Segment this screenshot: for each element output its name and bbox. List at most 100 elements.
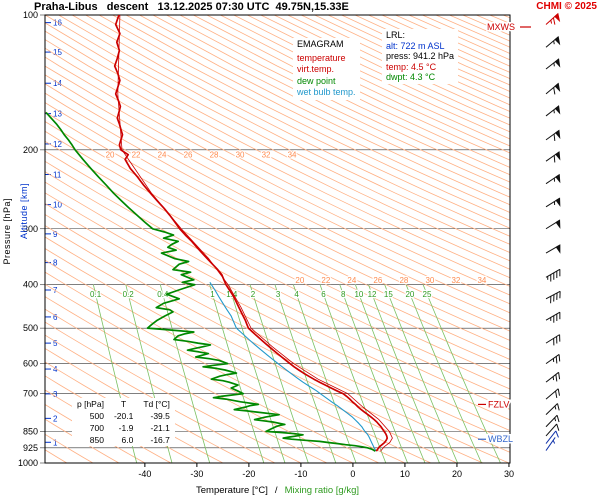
wind-barb [545,334,561,346]
mixing-ratio-label: 0.4 [157,290,169,299]
wind-barb [545,219,561,230]
wind-barb [545,244,561,254]
adiabat-label: 22 [132,151,141,160]
mixing-ratio-label: 2 [251,290,256,299]
temperature-tick-label: 0 [350,469,355,479]
pressure-tick-label: 850 [23,426,38,436]
dry-adiabat-labels: 20 22 24 26 28 30 32 34 20 22 24 26 28 30 32 34 [104,149,488,286]
legend-title: EMAGRAM [297,39,344,49]
pressure-axis-label: Pressure [hPa] [2,198,12,265]
pressure-tick-label: 700 [23,389,38,399]
altitude-tick-label: 11 [53,170,62,179]
adiabat-label: 20 [295,276,304,285]
adiabat-label: 34 [288,151,297,160]
altitude-tick-label: 5 [53,339,58,348]
temperature-tick-label: 20 [452,469,462,479]
adiabat-label: 34 [477,276,486,285]
altitude-tick-label: 6 [53,313,58,322]
wind-barb [545,371,561,383]
altitude-tick-label: 10 [53,201,62,210]
table-header-row: p [hPa] T Td [°C] [72,398,175,410]
pressure-tick-label: 200 [23,145,38,155]
table-cell-td: -16.7 [150,435,170,445]
pressure-tick-label: 600 [23,359,38,369]
mxws-label: MXWS [487,22,515,32]
table-row: 700 -1.9 -21.1 [72,422,175,434]
copyright: CHMI © 2025 [536,1,597,12]
table-header-p: p [hPa] [77,399,104,409]
wind-barb [545,105,561,117]
adiabat-label: 24 [158,151,167,160]
temperature-tick-label: -30 [190,469,203,479]
mixing-ratio-label: 6 [321,290,326,299]
adiabat-label: 26 [373,276,382,285]
adiabat-label: 26 [184,151,193,160]
adiabat-label: 20 [106,151,115,160]
mixing-ratio-label: 15 [384,290,393,299]
legend-box: EMAGRAM temperature virt.temp. dew point… [293,38,360,100]
mixing-ratio-label: 20 [405,290,414,299]
lrl-title: LRL: [386,30,406,40]
table-cell-p: 700 [89,423,104,433]
wind-barb [545,423,560,437]
table-cell-td: -21.1 [150,423,170,433]
altitude-tick-label: 4 [53,365,58,374]
adiabat-label: 30 [425,276,434,285]
table-header-td: Td [°C] [143,399,170,409]
pressure-tick-label: 500 [23,323,38,333]
temperature-tick-label: -20 [242,469,255,479]
dry-adiabats [45,15,510,463]
wind-barb [545,354,561,365]
x-axis-separator: / [274,485,278,496]
pressure-tick-label: 100 [23,10,38,20]
mixing-ratio-label: 0.1 [90,290,102,299]
table-cell-p: 500 [89,411,104,421]
altitude-tick-label: 3 [53,390,58,399]
temperature-curve [113,15,389,452]
altitude-tick-label: 15 [53,48,62,57]
level-markers: FZLV WBZL MXWS [478,21,531,446]
wind-barb [545,35,561,48]
pressure-tick-label: 300 [23,224,38,234]
adiabat-label: 24 [347,276,356,285]
temperature-tick-label: 10 [400,469,410,479]
wind-barb [545,290,561,304]
altitude-tick-label: 14 [53,79,62,88]
chart-title: Praha-Libus descent 13.12.2025 07:30 UTC… [34,1,349,13]
mixing-ratio-label: 10 [354,290,363,299]
table-cell-t: -1.9 [118,423,134,433]
legend-item-temperature: temperature [297,52,346,63]
adiabat-label: 28 [210,151,219,160]
pressure-tick-label: 925 [23,443,38,453]
adiabat-label: 32 [262,151,271,160]
wind-barb [545,173,561,185]
table-cell-td: -39.5 [150,411,170,421]
wind-barb [545,268,561,282]
wbzl-label: WBZL [488,434,513,444]
lrl-dwpt: dwpt: 4.3 °C [386,72,436,82]
table-row: 500 -20.1 -39.5 [72,410,175,422]
table-cell-p: 850 [89,435,104,445]
adiabat-label: 28 [399,276,408,285]
legend-item-wet-bulb: wet bulb temp. [297,87,356,97]
wind-barb [545,430,559,444]
table-header-t: T [121,399,127,409]
wind-barb [545,12,561,25]
mixing-ratio-label: 1 [210,290,215,299]
x-axis-mixing-ratio-label: Mixing ratio [g/kg] [284,485,360,496]
pressure-tick-label: 400 [23,280,38,290]
altitude-tick-label: 16 [53,19,62,28]
wind-barb [545,82,561,95]
altitude-tick-label: 9 [53,230,58,239]
mixing-ratio-label: 0.2 [123,290,135,299]
wind-barb [545,311,561,323]
wind-barb [545,58,561,70]
temperature-tick-label: -10 [294,469,307,479]
wind-barb [545,414,560,428]
altitude-axis-label: Altitude [km] [19,183,29,240]
altitude-tick-label: 1 [53,438,58,447]
wind-barb [545,437,556,451]
x-axis-title: Temperature [°C] / Mixing ratio [g/kg] [196,485,359,496]
